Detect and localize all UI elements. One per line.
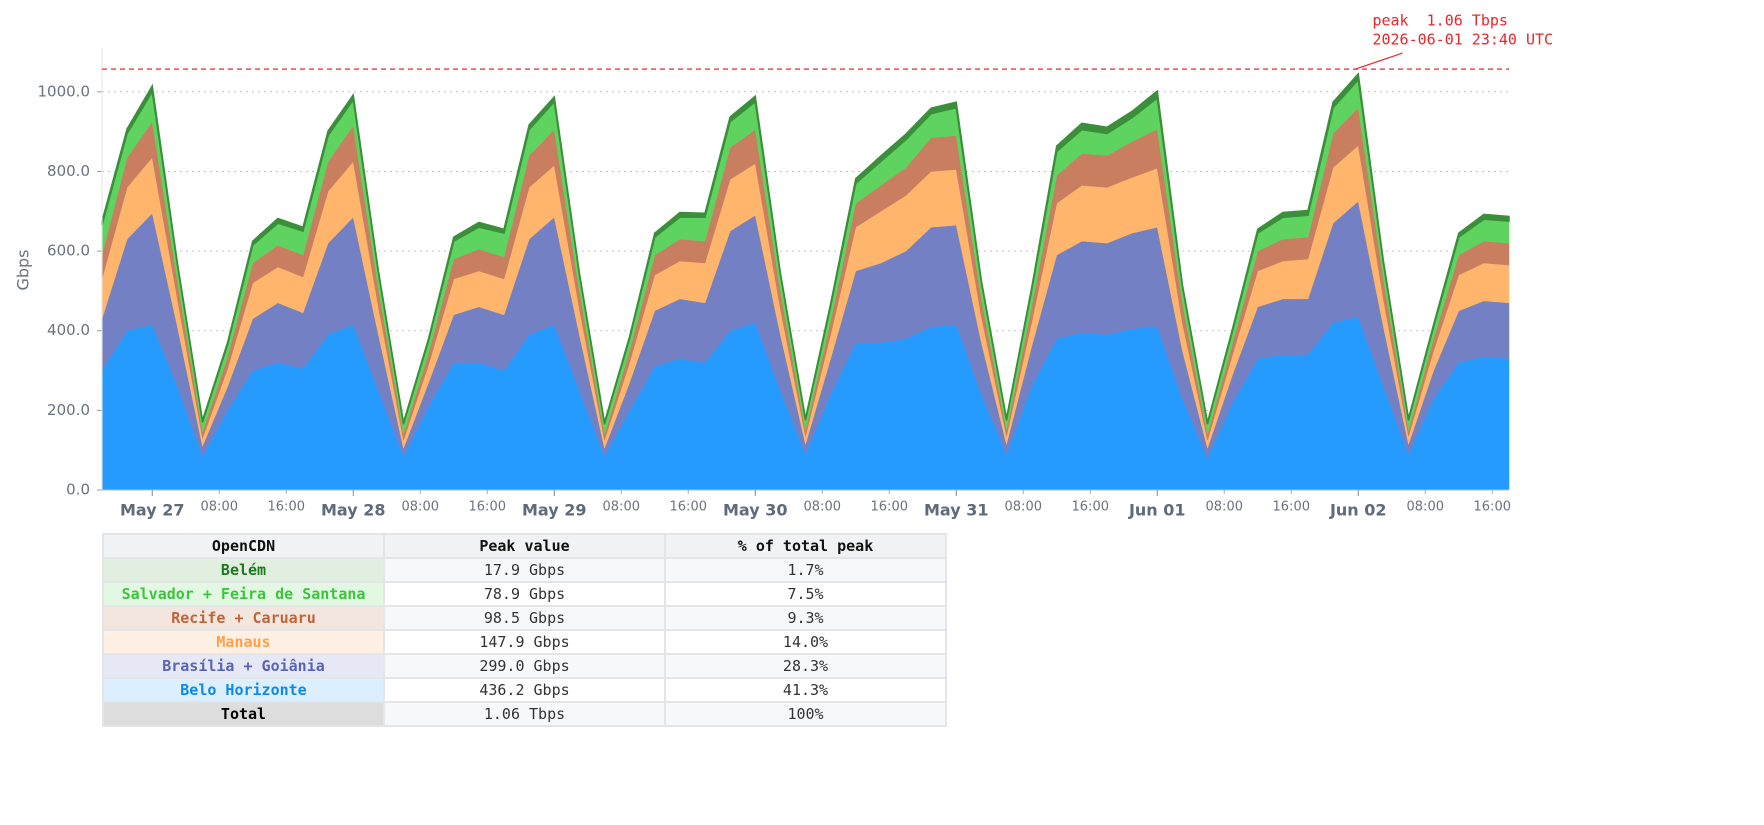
table-cell: 14.0% bbox=[664, 629, 947, 655]
x-tick-label: 08:00 bbox=[1407, 500, 1444, 515]
row-label: Total bbox=[102, 701, 385, 727]
header-cell: % of total peak bbox=[664, 533, 947, 559]
table: OpenCDN Peak value% of total peak Belém 17.… bbox=[102, 533, 947, 727]
table-row: Total 1.06 Tbps 100% bbox=[102, 701, 947, 727]
table-row: Recife + Caruaru 98.5 Gbps 9.3% bbox=[102, 605, 947, 631]
x-tick-label: 16:00 bbox=[670, 500, 707, 515]
table-cell: 98.5 Gbps bbox=[383, 605, 666, 631]
x-tick-label: 08:00 bbox=[402, 500, 439, 515]
x-tick-label: 08:00 bbox=[1206, 500, 1243, 515]
y-axis-label: Gbps bbox=[14, 249, 33, 290]
table-cell: 9.3% bbox=[664, 605, 947, 631]
row-label: Belo Horizonte bbox=[102, 677, 385, 703]
table-row: Salvador + Feira de Santana 78.9 Gbps 7.5% bbox=[102, 581, 947, 607]
x-tick-label: 08:00 bbox=[603, 500, 640, 515]
table-cell: 78.9 Gbps bbox=[383, 581, 666, 607]
table-cell: 100% bbox=[664, 701, 947, 727]
x-tick-label: 08:00 bbox=[1005, 500, 1042, 515]
table-row: Brasília + Goiânia 299.0 Gbps 28.3% bbox=[102, 653, 947, 679]
table-row: Belém 17.9 Gbps 1.7% bbox=[102, 557, 947, 583]
x-tick-label: 08:00 bbox=[804, 500, 841, 515]
x-tick-label: May 30 bbox=[723, 501, 788, 520]
table-cell: 1.06 Tbps bbox=[383, 701, 666, 727]
y-tick-label: 400.0 bbox=[47, 321, 90, 339]
annotation-text: peak 1.06 Tbps bbox=[1372, 12, 1507, 30]
row-label: Salvador + Feira de Santana bbox=[102, 581, 385, 607]
header-cell: OpenCDN bbox=[102, 533, 385, 559]
y-tick-label: 600.0 bbox=[47, 242, 90, 260]
x-tick-label: 16:00 bbox=[1072, 500, 1109, 515]
annotation-arrow bbox=[1355, 52, 1403, 70]
x-tick-label: 16:00 bbox=[1474, 500, 1511, 515]
chart: Gbps 0.0 200.0 400.0 600.0 800.0 1000.0 May 27… bbox=[14, 12, 1554, 520]
area bbox=[101, 72, 1510, 425]
x-tick-label: 16:00 bbox=[469, 500, 506, 515]
x-tick-label: 16:00 bbox=[268, 500, 305, 515]
table-cell: 147.9 Gbps bbox=[383, 629, 666, 655]
row-label: Manaus bbox=[102, 629, 385, 655]
x-tick-label: Jun 01 bbox=[1128, 501, 1186, 520]
x-tick-label: May 31 bbox=[924, 501, 989, 520]
y-tick-label: 800.0 bbox=[47, 162, 90, 180]
row-label: Brasília + Goiânia bbox=[102, 653, 385, 679]
annotation-text: 2026-06-01 23:40 UTC bbox=[1372, 31, 1553, 49]
table-row: Belo Horizonte 436.2 Gbps 41.3% bbox=[102, 677, 947, 703]
table-row: Manaus 147.9 Gbps 14.0% bbox=[102, 629, 947, 655]
table-cell: 7.5% bbox=[664, 581, 947, 607]
x-tick-label: May 28 bbox=[321, 501, 386, 520]
table-cell: 28.3% bbox=[664, 653, 947, 679]
row-label: Recife + Caruaru bbox=[102, 605, 385, 631]
x-tick-label: May 27 bbox=[120, 501, 185, 520]
x-tick-label: May 29 bbox=[522, 501, 587, 520]
x-tick-label: 16:00 bbox=[871, 500, 908, 515]
table-cell: 1.7% bbox=[664, 557, 947, 583]
row-label: Belém bbox=[102, 557, 385, 583]
y-tick-label: 1000.0 bbox=[38, 82, 91, 100]
x-tick-label: 08:00 bbox=[201, 500, 238, 515]
table-cell: 41.3% bbox=[664, 677, 947, 703]
header-cell: Peak value bbox=[383, 533, 666, 559]
y-tick-label: 200.0 bbox=[47, 401, 90, 419]
y-tick-label: 0.0 bbox=[66, 481, 90, 499]
table-cell: 17.9 Gbps bbox=[383, 557, 666, 583]
table-header-row: OpenCDN Peak value% of total peak bbox=[102, 533, 947, 559]
x-tick-label: Jun 02 bbox=[1329, 501, 1387, 520]
table-cell: 436.2 Gbps bbox=[383, 677, 666, 703]
table-cell: 299.0 Gbps bbox=[383, 653, 666, 679]
x-tick-label: 16:00 bbox=[1273, 500, 1310, 515]
